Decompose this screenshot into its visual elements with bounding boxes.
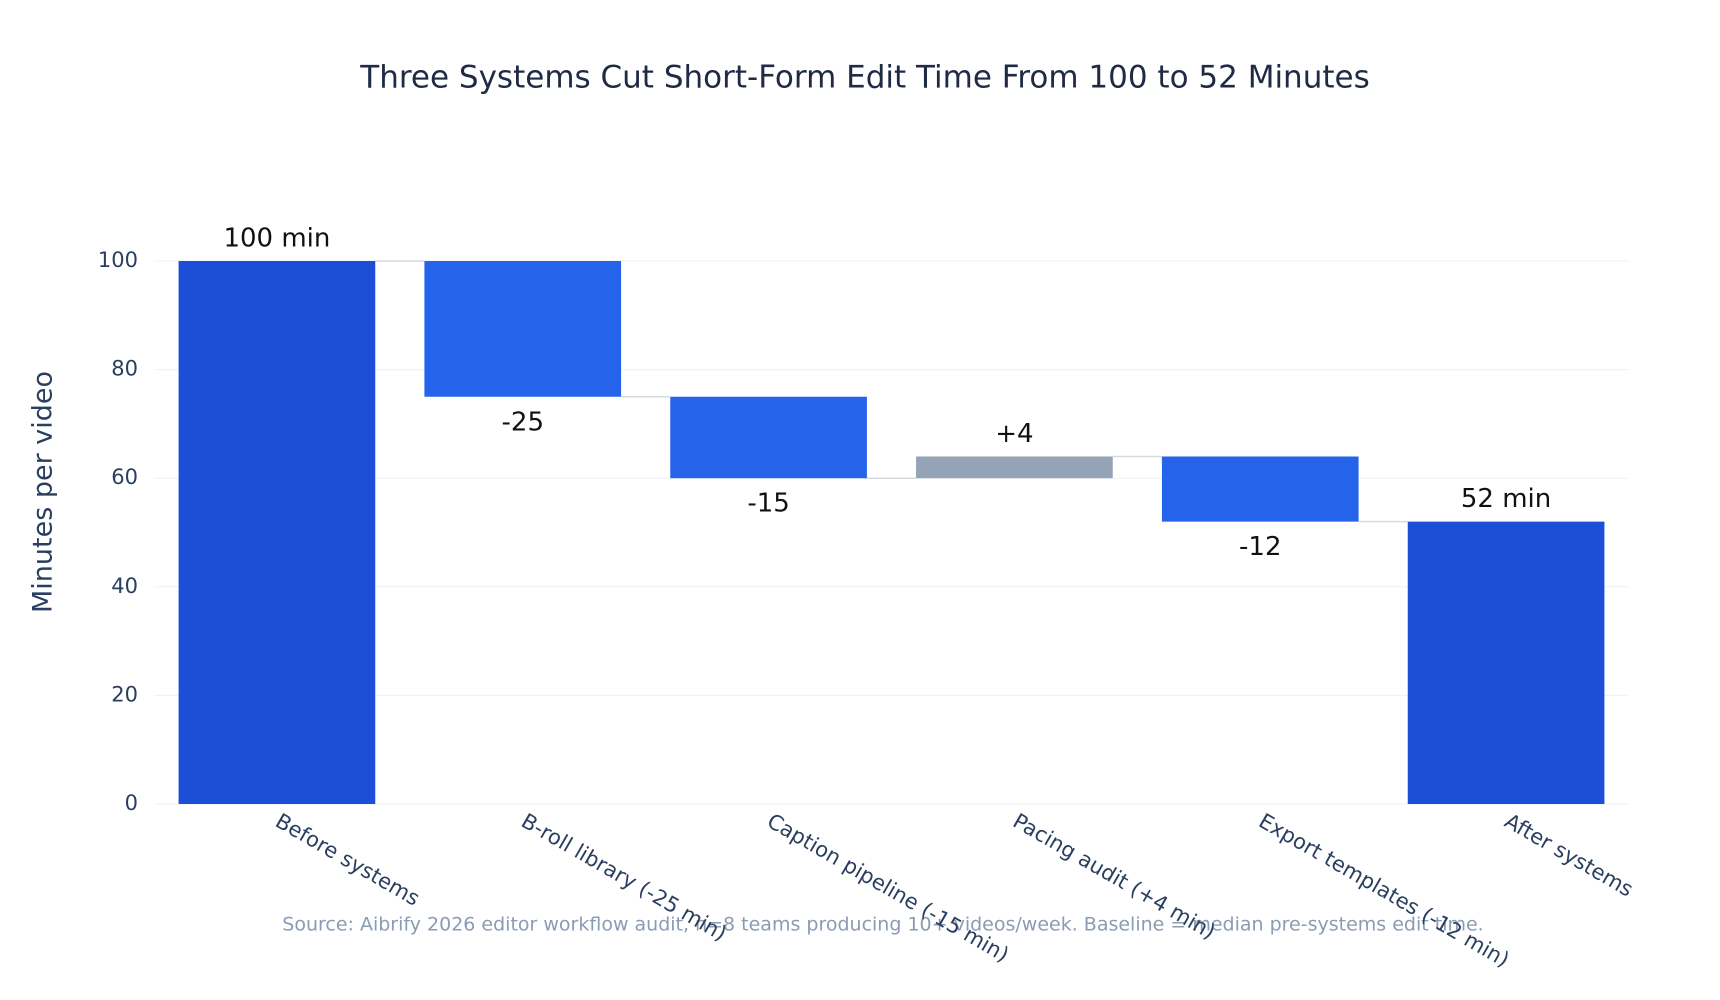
value-label: 52 min xyxy=(1461,484,1551,514)
y-tick-label: 60 xyxy=(111,465,138,489)
bar xyxy=(1407,521,1605,804)
y-tick-label: 20 xyxy=(111,682,138,706)
y-axis-title: Minutes per video xyxy=(28,371,59,613)
value-label: -15 xyxy=(747,489,789,519)
y-tick-label: 40 xyxy=(111,574,138,598)
x-tick-label: After systems xyxy=(1501,809,1638,902)
value-label: +4 xyxy=(995,419,1033,449)
x-tick-label: Export templates (-12 min) xyxy=(1255,809,1514,972)
y-tick-label: 80 xyxy=(111,357,138,381)
chart-title: Three Systems Cut Short-Form Edit Time F… xyxy=(359,60,1369,96)
source-note: Source: Aibrify 2026 editor workflow aud… xyxy=(282,914,1483,936)
value-label: 100 min xyxy=(223,224,330,254)
value-label: -12 xyxy=(1239,532,1281,562)
y-tick-label: 100 xyxy=(98,248,138,272)
bar xyxy=(178,261,376,804)
value-label: -25 xyxy=(502,407,544,437)
bar xyxy=(424,261,622,397)
x-tick-label: Before systems xyxy=(271,809,423,911)
x-tick-label: Caption pipeline (-15 min) xyxy=(763,809,1013,967)
y-tick-label: 0 xyxy=(125,791,138,815)
bar xyxy=(916,456,1113,479)
bar xyxy=(1161,456,1359,522)
bar xyxy=(670,396,867,479)
